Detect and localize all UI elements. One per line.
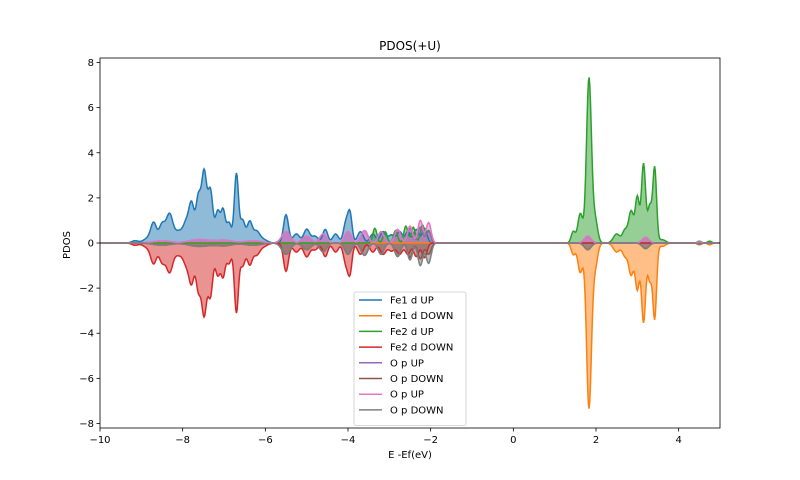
series-fill-7 [100,243,720,266]
x-tick-label: −2 [423,435,438,446]
y-tick-label: 6 [88,103,94,114]
y-tick-label: 4 [88,148,94,159]
series-fill-0 [100,168,720,243]
y-tick-label: 0 [88,239,94,250]
axes: −10 −8 −6 −4 −2 0 2 4 −8 −6 −4 −2 0 2 4 6 8 [79,57,721,446]
series-line-7 [100,242,720,267]
x-tick-label: −10 [89,435,110,446]
legend-entry-label: O p UP [390,358,424,369]
legend-entry-label: O p UP [390,390,424,401]
legend-entry-label: Fe1 d UP [390,296,434,307]
legend-entry-label: Fe1 d DOWN [390,311,453,322]
legend-entry-label: O p DOWN [390,405,444,416]
y-tick-label: −6 [79,374,94,385]
x-axis-label: E -Ef(eV) [388,450,432,461]
series-fill-3 [100,243,720,318]
x-tick-label: −4 [341,435,356,446]
chart-title: PDOS(+U) [379,39,441,53]
x-tick-label: −8 [175,435,190,446]
y-tick-label: 8 [88,58,94,69]
plot-area [100,77,720,409]
series-line-2 [100,77,720,244]
y-tick-label: −8 [79,419,94,430]
y-tick-label: 2 [88,193,94,204]
x-tick-label: 2 [593,435,599,446]
y-tick-label: −4 [79,329,94,340]
legend-box [353,291,467,427]
x-tick-label: 4 [675,435,681,446]
y-axis-label: PDOS [62,231,73,259]
legend-entry-label: Fe2 d UP [390,327,434,338]
y-tick-label: −2 [79,284,94,295]
x-tick-label: −6 [258,435,273,446]
legend: Fe1 d UP Fe1 d DOWN Fe2 d UP Fe2 d DOWN O p … [353,291,467,427]
series-fill-6 [100,220,720,243]
legend-entry-label: O p DOWN [390,374,444,385]
legend-entry-label: Fe2 d DOWN [390,343,453,354]
x-tick-label: 0 [510,435,516,446]
